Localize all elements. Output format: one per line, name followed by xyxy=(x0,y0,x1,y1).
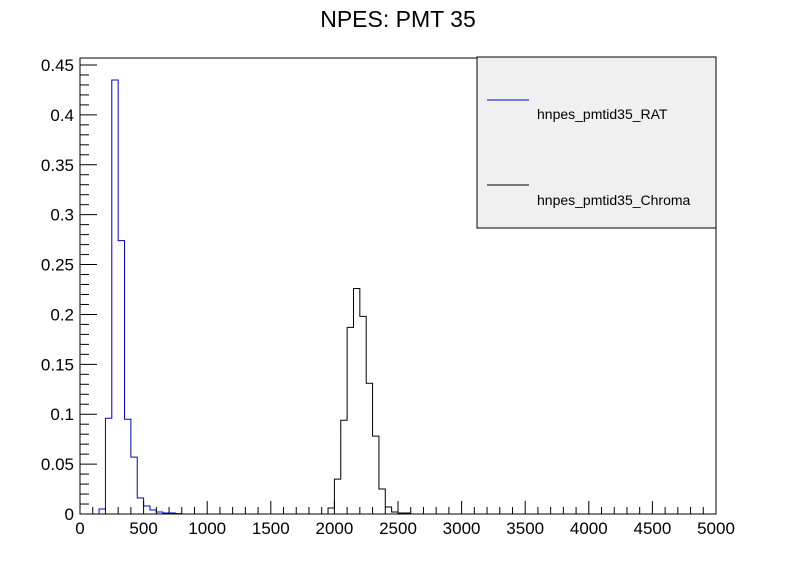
legend: hnpes_pmtid35_RAT hnpes_pmtid35_Chroma xyxy=(476,56,717,229)
x-tick-label: 2500 xyxy=(379,519,417,538)
x-tick-label: 4000 xyxy=(570,519,608,538)
y-tick-label: 0.4 xyxy=(50,106,74,125)
y-tick-label: 0.2 xyxy=(50,305,74,324)
y-tick-label: 0.1 xyxy=(50,405,74,424)
x-tick-label: 1500 xyxy=(252,519,290,538)
y-tick-label: 0.3 xyxy=(50,206,74,225)
x-tick-label: 0 xyxy=(75,519,84,538)
legend-label-rat: hnpes_pmtid35_RAT xyxy=(537,106,668,122)
x-tick-label: 3000 xyxy=(443,519,481,538)
series-line-1 xyxy=(327,287,412,514)
y-tick-label: 0.35 xyxy=(41,156,74,175)
x-tick-label: 4500 xyxy=(633,519,671,538)
series-line-0 xyxy=(98,79,183,515)
y-axis: 0 0.05 0.1 0.15 0.2 0.25 0.3 0.35 0.4 0.45 xyxy=(41,56,97,524)
x-tick-label: 3500 xyxy=(506,519,544,538)
y-tick-label: 0.25 xyxy=(41,256,74,275)
y-tick-label: 0.05 xyxy=(41,455,74,474)
chart-title: NPES: PMT 35 xyxy=(320,6,476,32)
y-tick-label: 0.45 xyxy=(41,56,74,75)
x-tick-label: 1000 xyxy=(188,519,226,538)
legend-label-chroma: hnpes_pmtid35_Chroma xyxy=(537,192,691,208)
series-layer xyxy=(98,79,412,515)
x-axis: 0 500 1000 1500 2000 2500 3000 3500 4000 4500 5000 xyxy=(75,501,735,538)
legend-box xyxy=(476,56,717,229)
y-tick-label: 0 xyxy=(65,505,74,524)
x-tick-label: 2000 xyxy=(315,519,353,538)
x-tick-label: 500 xyxy=(129,519,157,538)
y-tick-label: 0.15 xyxy=(41,355,74,374)
x-tick-label: 5000 xyxy=(697,519,735,538)
